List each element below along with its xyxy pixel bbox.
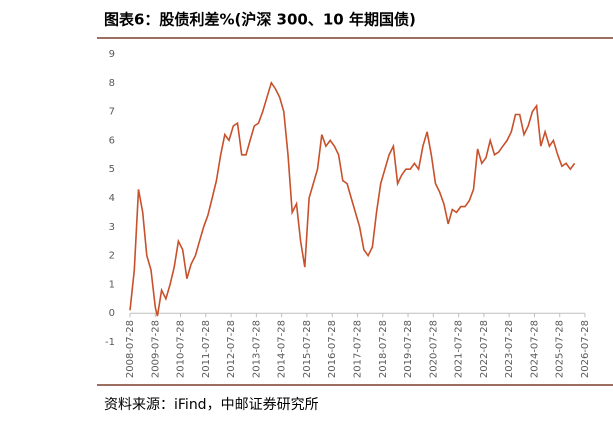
x-tick-label: 2019-07-28 [403, 320, 414, 378]
y-tick-label: 2 [109, 251, 115, 262]
y-tick-label: 6 [109, 135, 115, 146]
x-tick-label: 2022-07-28 [479, 320, 490, 378]
y-tick-label: 0 [109, 308, 115, 319]
data-line [129, 80, 576, 317]
x-tick-label: 2008-07-28 [125, 320, 136, 378]
y-tick-label: 1 [109, 279, 115, 290]
x-tick-label: 2021-07-28 [454, 320, 465, 378]
y-tick-label: 7 [109, 107, 115, 118]
x-tick-label: 2026-07-28 [580, 320, 591, 378]
x-tick-label: 2010-07-28 [176, 320, 187, 378]
x-tick-label: 2024-07-28 [529, 320, 540, 378]
y-tick-label: -1 [105, 337, 115, 348]
x-tick-label: 2016-07-28 [327, 320, 338, 378]
y-tick-label: 5 [109, 164, 115, 175]
chart-title: 图表6：股债利差%(沪深 300、10 年期国债) [104, 11, 416, 29]
x-tick-label: 2014-07-28 [277, 320, 288, 378]
y-tick-label: 4 [109, 193, 115, 204]
x-tick-label: 2023-07-28 [504, 320, 515, 378]
x-tick-label: 2013-07-28 [251, 320, 262, 378]
source-note: 资料来源：iFind，中邮证券研究所 [104, 397, 319, 413]
x-tick-label: 2012-07-28 [226, 320, 237, 378]
x-tick-label: 2020-07-28 [428, 320, 439, 378]
y-tick-label: 3 [109, 222, 115, 233]
x-tick-label: 2017-07-28 [353, 320, 364, 378]
y-tick-label: 8 [109, 78, 115, 89]
x-tick-label: 2011-07-28 [201, 320, 212, 378]
y-tick-label: 9 [109, 49, 115, 60]
x-tick-label: 2009-07-28 [150, 320, 161, 378]
x-tick-label: 2018-07-28 [378, 320, 389, 378]
x-tick-label: 2015-07-28 [302, 320, 313, 378]
x-tick-label: 2025-07-28 [555, 320, 566, 378]
